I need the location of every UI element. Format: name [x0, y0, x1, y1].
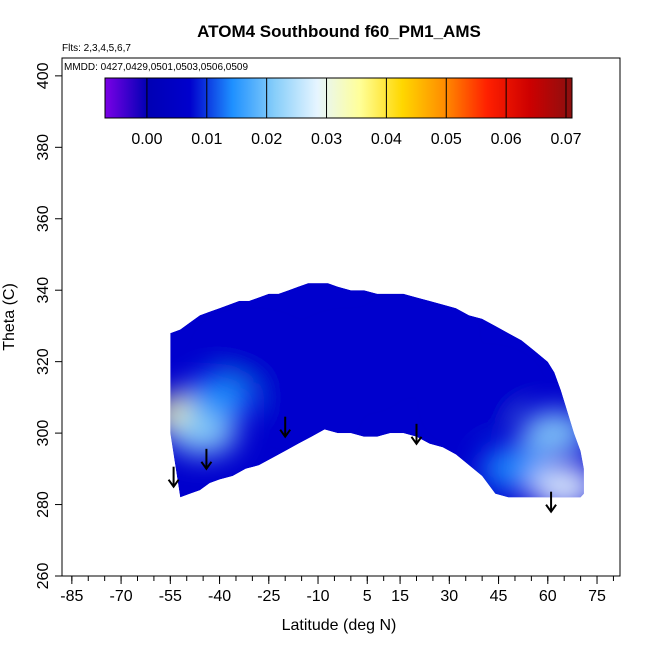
y-axis-title: Theta (C)	[1, 283, 18, 351]
marker-arrow	[279, 416, 292, 439]
field-sample	[267, 375, 336, 420]
colorbar-tick-label: 0.03	[311, 131, 342, 148]
colorbar-tick-label: 0.04	[371, 131, 402, 148]
y-tick-label: 280	[35, 491, 52, 518]
marker-arrow	[200, 448, 213, 471]
field-background	[170, 283, 584, 498]
field-sample	[530, 464, 584, 498]
colorbar-ticks: 0.00 0.01 0.02 0.03 0.04 0.05 0.06 0.07	[131, 78, 582, 148]
y-axis: 260 280 300 320 340 360 380 400	[35, 62, 62, 589]
x-tick-label: 5	[363, 588, 372, 605]
field-sample	[448, 375, 517, 420]
field-sample	[316, 339, 385, 384]
y-tick-label: 360	[35, 205, 52, 232]
colorbar-tick-label: 0.00	[131, 131, 162, 148]
y-tick-label: 320	[35, 348, 52, 375]
field-sample	[185, 375, 254, 420]
x-tick-label: -55	[159, 588, 182, 605]
marker-arrow	[545, 491, 557, 514]
x-tick-label: 75	[588, 588, 606, 605]
marker-arrow	[167, 466, 180, 489]
y-tick-label: 400	[35, 62, 52, 89]
colorbar-tick-label: 0.05	[431, 131, 462, 148]
x-tick-label: -85	[60, 588, 83, 605]
x-tick-label: -70	[110, 588, 133, 605]
y-tick-label: 340	[35, 277, 52, 304]
dates-note: MMDD: 0427,0429,0501,0503,0506,0509	[64, 62, 248, 73]
markers	[167, 416, 557, 514]
marker-arrow	[410, 423, 423, 446]
y-tick-label: 380	[35, 134, 52, 161]
colorbar-tick-label: 0.07	[550, 131, 581, 148]
x-tick-label: 15	[391, 588, 409, 605]
x-tick-label: -10	[306, 588, 329, 605]
x-tick-label: 45	[490, 588, 508, 605]
x-tick-label: -25	[257, 588, 280, 605]
flights-note: Flts: 2,3,4,5,6,7	[62, 43, 131, 54]
field-sample	[382, 321, 451, 366]
x-axis: -85 -70 -55 -40 -25 -10 5 15 30 45 60 75	[60, 576, 614, 605]
plot-frame	[61, 57, 621, 577]
plot-area	[167, 283, 584, 514]
colorbar-tick-label: 0.01	[191, 131, 222, 148]
colorbar: 0.00 0.01 0.02 0.03 0.04 0.05 0.06 0.07	[104, 77, 582, 148]
x-tick-label: -40	[208, 588, 231, 605]
y-tick-label: 260	[35, 563, 52, 590]
data-field	[170, 283, 584, 498]
field-sample	[170, 411, 238, 456]
colorbar-tick-label: 0.02	[251, 131, 282, 148]
colorbar-bar	[104, 77, 573, 119]
chart-title: ATOM4 Southbound f60_PM1_AMS	[197, 22, 481, 41]
colorbar-tick-label: 0.06	[491, 131, 522, 148]
x-tick-label: 30	[440, 588, 458, 605]
field-sample	[520, 411, 584, 456]
field-sample	[218, 339, 287, 384]
y-tick-label: 300	[35, 420, 52, 447]
x-axis-title: Latitude (deg N)	[282, 617, 397, 634]
x-tick-label: 60	[539, 588, 557, 605]
field-blobs	[170, 321, 584, 498]
